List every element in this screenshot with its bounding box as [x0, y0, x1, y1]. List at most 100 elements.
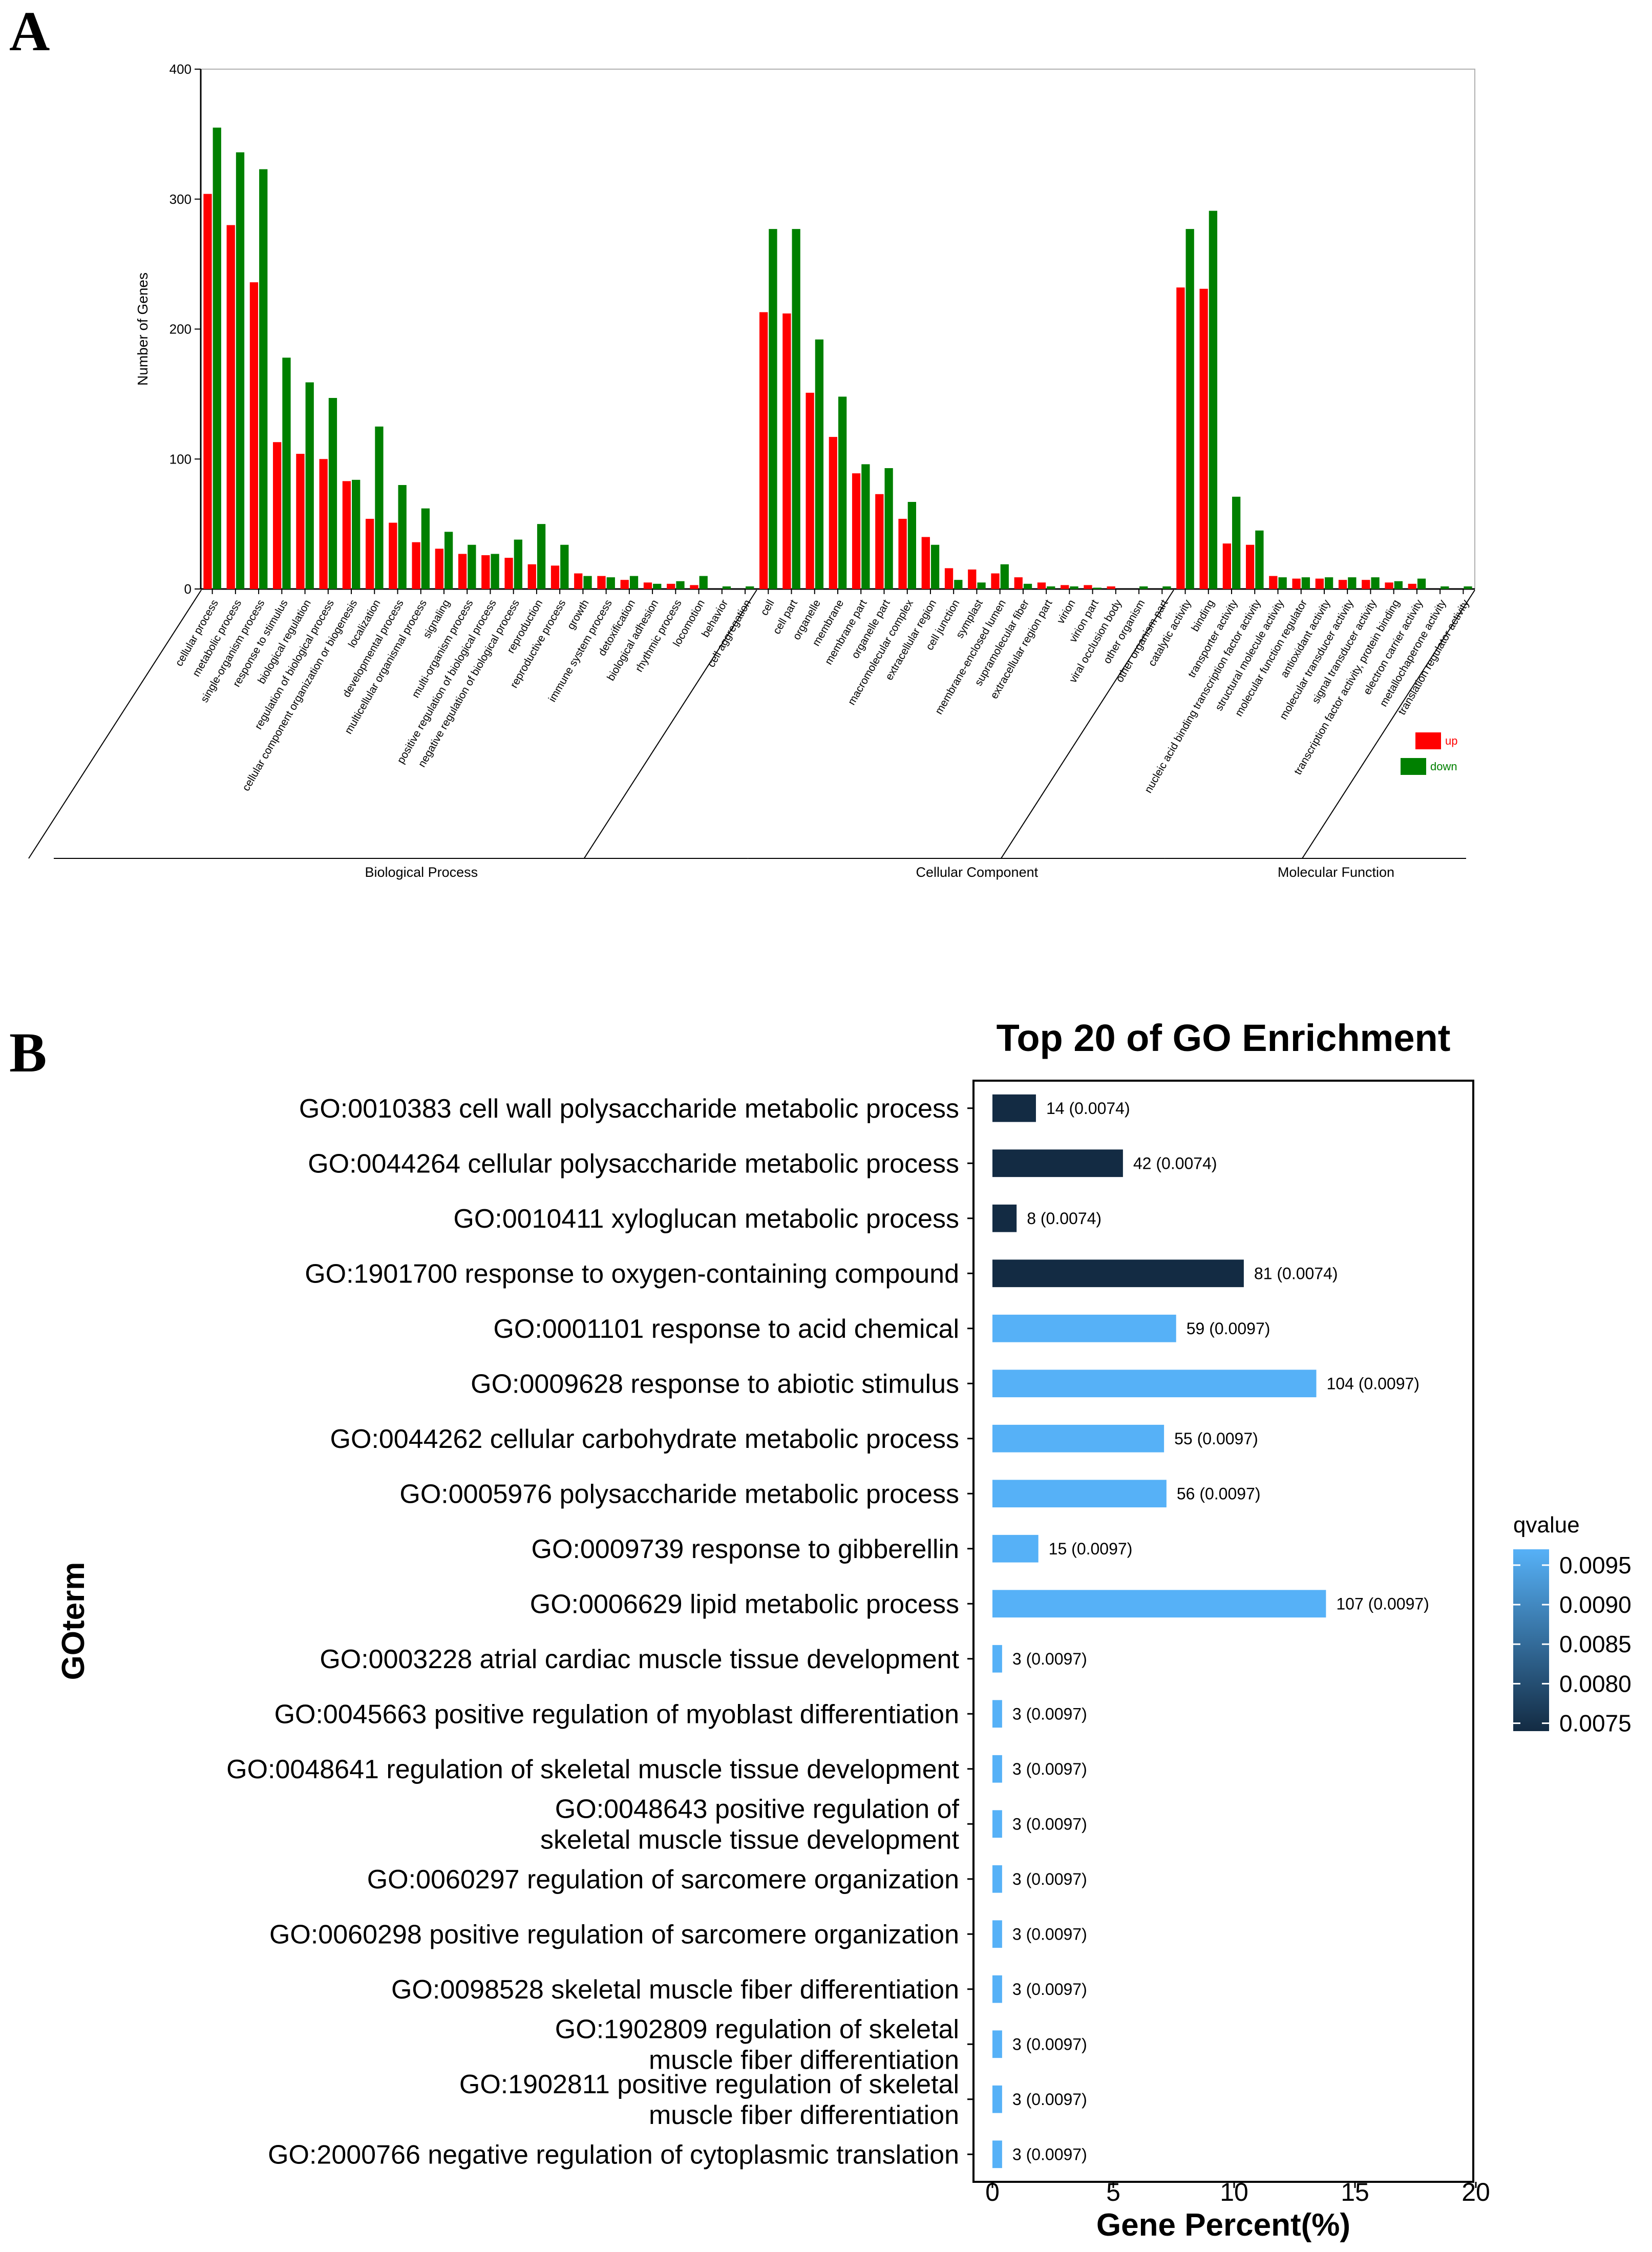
down-bar — [884, 468, 893, 589]
down-bar — [421, 508, 430, 589]
panel-b-letter: B — [9, 1021, 47, 1084]
down-bar — [746, 586, 754, 589]
go-term-label: GO:0006629 lipid metabolic process — [530, 1589, 959, 1619]
legend-up-swatch — [1415, 732, 1441, 749]
up-bar — [412, 542, 420, 589]
term-bar-label: 104 (0.0097) — [1326, 1374, 1419, 1393]
up-bar — [1037, 582, 1046, 589]
group-label: Molecular Function — [1278, 865, 1394, 880]
x-tick-label: 5 — [1106, 2178, 1120, 2206]
down-bar — [1394, 581, 1403, 589]
legend-tick-label: 0.0085 — [1559, 1631, 1632, 1657]
down-bar — [722, 586, 731, 589]
x-axis-title: Gene Percent(%) — [1096, 2207, 1350, 2243]
go-term-label: muscle fiber differentiation — [649, 2045, 959, 2075]
up-bar — [921, 537, 930, 589]
down-bar — [1209, 211, 1218, 589]
y-tick-label: 400 — [170, 61, 192, 77]
down-bar — [352, 479, 361, 589]
term-bar — [992, 1094, 1036, 1122]
up-bar — [759, 312, 768, 589]
legend-tick-label: 0.0095 — [1559, 1552, 1632, 1578]
down-bar — [1371, 577, 1380, 589]
y-tick-label: 100 — [170, 451, 192, 467]
term-bar — [992, 2030, 1002, 2058]
group-divider — [1001, 590, 1174, 859]
up-bar — [1408, 583, 1416, 589]
go-term-label: GO:0060297 regulation of sarcomere organ… — [367, 1865, 959, 1895]
down-bar — [676, 581, 685, 589]
term-bar-label: 42 (0.0074) — [1133, 1154, 1217, 1172]
up-bar — [643, 582, 652, 589]
up-bar — [1315, 578, 1324, 589]
go-term-label: GO:0009739 response to gibberellin — [532, 1534, 959, 1564]
y-tick-label: 0 — [184, 581, 192, 597]
up-bar — [273, 442, 282, 589]
up-bar — [875, 494, 884, 589]
legend-down-swatch — [1401, 758, 1426, 775]
down-bar — [1301, 577, 1310, 589]
down-bar — [282, 357, 291, 589]
up-bar — [249, 282, 259, 589]
up-bar — [782, 313, 791, 589]
up-bar — [690, 585, 698, 589]
down-bar — [1278, 577, 1287, 589]
go-term-label: GO:2000766 negative regulation of cytopl… — [268, 2140, 959, 2170]
down-bar — [1255, 530, 1264, 589]
down-bar — [769, 229, 777, 589]
go-term-label: skeletal muscle tissue development — [540, 1825, 960, 1855]
down-bar — [398, 485, 407, 589]
term-bar-label: 3 (0.0097) — [1012, 1704, 1087, 1723]
up-bar — [481, 555, 490, 589]
down-bar — [977, 582, 986, 589]
down-bar — [1464, 586, 1472, 589]
down-bar — [838, 396, 847, 589]
panel-b-enrichment-chart: Top 20 of GO Enrichment 14 (0.0074) GO:001… — [56, 1017, 1632, 2243]
up-bar — [898, 518, 907, 589]
x-tick-label: 15 — [1341, 2178, 1369, 2206]
term-bar — [992, 1314, 1176, 1342]
up-bar — [852, 473, 861, 589]
term-bar — [992, 1534, 1039, 1563]
down-bar — [213, 128, 221, 589]
up-bar — [504, 558, 513, 589]
up-bar — [1014, 577, 1023, 589]
down-bar — [583, 576, 592, 589]
go-term-label: GO:0003228 atrial cardiac muscle tissue … — [320, 1645, 959, 1674]
go-term-label: GO:0010383 cell wall polysaccharide meta… — [299, 1094, 959, 1124]
up-bar — [1222, 543, 1232, 589]
down-bar — [606, 577, 615, 589]
down-bar — [861, 464, 870, 589]
down-bar — [1000, 564, 1009, 589]
up-bar — [968, 569, 977, 589]
down-bar — [1185, 229, 1194, 589]
down-bar — [236, 152, 245, 589]
down-bar — [699, 576, 708, 589]
up-bar — [1107, 586, 1115, 589]
term-bar — [992, 1645, 1002, 1673]
up-bar — [365, 518, 374, 589]
down-bar — [954, 580, 963, 589]
up-bar — [435, 549, 443, 589]
term-bar — [992, 1920, 1002, 1948]
go-term-label: GO:1902809 regulation of skeletal — [555, 2014, 959, 2044]
legend-up-label: up — [1445, 734, 1457, 747]
down-bar — [375, 426, 384, 589]
plot-frame — [200, 69, 1475, 590]
go-term-label: GO:1901700 response to oxygen-containing… — [305, 1259, 959, 1289]
legend-down-label: down — [1430, 760, 1457, 773]
term-bar-label: 55 (0.0097) — [1174, 1429, 1258, 1448]
term-bar-label: 107 (0.0097) — [1336, 1594, 1429, 1613]
y-tick-label: 200 — [170, 322, 192, 337]
up-bar — [1245, 544, 1255, 589]
up-bar — [829, 437, 837, 589]
down-bar — [629, 576, 639, 589]
down-bar — [1070, 586, 1078, 589]
down-bar — [1348, 577, 1357, 589]
up-bar — [1338, 580, 1347, 589]
down-bar — [491, 554, 499, 589]
term-bar-label: 8 (0.0074) — [1027, 1209, 1102, 1228]
term-bar — [992, 1810, 1002, 1838]
down-bar — [259, 169, 268, 589]
term-bar-label: 3 (0.0097) — [1012, 1650, 1087, 1668]
